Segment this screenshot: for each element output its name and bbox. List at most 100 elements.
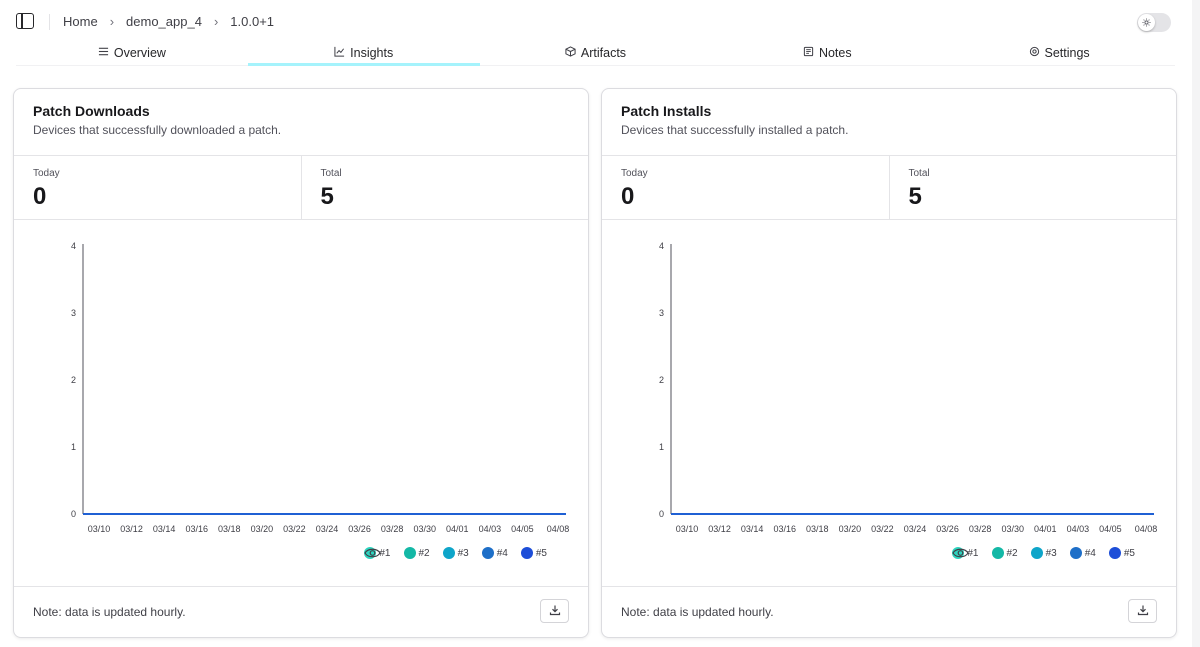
x-tick-label: 04/08 <box>1135 524 1158 534</box>
card-footer: Note: data is updated hourly. <box>14 587 588 637</box>
download-icon <box>1137 604 1149 619</box>
tab-label: Insights <box>350 45 394 60</box>
x-tick-label: 04/05 <box>1099 524 1122 534</box>
update-note: Note: data is updated hourly. <box>33 605 186 619</box>
x-tick-label: 03/20 <box>251 524 274 534</box>
stat-today: Today 0 <box>602 156 889 219</box>
stat-label: Today <box>33 168 60 179</box>
legend-swatch <box>1069 547 1082 559</box>
y-tick-label: 4 <box>71 241 76 251</box>
tab-label: Notes <box>818 45 852 60</box>
x-tick-label: 03/26 <box>936 524 959 534</box>
chart-plot: 0 1 2 3 4 03/10 03/12 03/14 03/16 03/18 03/20 03/22… <box>71 241 570 534</box>
y-tick-label: 2 <box>71 375 76 385</box>
tab-settings[interactable]: Settings <box>943 44 1175 65</box>
stat-value: 0 <box>621 183 635 210</box>
y-tick-label: 1 <box>71 442 76 452</box>
stat-label: Today <box>621 168 648 179</box>
chart-line-icon <box>334 46 345 60</box>
x-tick-label: 03/30 <box>1001 524 1024 534</box>
y-tick-label: 0 <box>71 509 76 519</box>
legend-swatch <box>1030 547 1043 559</box>
tab-label: Artifacts <box>580 45 627 60</box>
x-tick-label: 04/01 <box>1034 524 1057 534</box>
legend-item[interactable]: #2 <box>403 547 430 559</box>
legend-item[interactable]: #3 <box>1030 547 1057 559</box>
legend-label: #1 <box>379 547 391 559</box>
x-tick-label: 03/24 <box>316 524 339 534</box>
card-subtitle: Devices that successfully downloaded a p… <box>33 123 282 137</box>
stat-total: Total 5 <box>888 156 1177 219</box>
gear-icon <box>1029 46 1040 60</box>
legend-label: #5 <box>1123 547 1135 559</box>
download-button[interactable] <box>1128 599 1157 623</box>
legend-item[interactable]: #4 <box>481 547 508 559</box>
legend-item[interactable]: #3 <box>442 547 469 559</box>
legend-label: #3 <box>457 547 469 559</box>
notes-icon <box>803 46 814 60</box>
x-tick-label: 03/18 <box>806 524 829 534</box>
y-tick-label: 0 <box>659 509 664 519</box>
breadcrumb-home[interactable]: Home <box>63 14 98 29</box>
x-tick-label: 03/22 <box>283 524 306 534</box>
y-tick-label: 1 <box>659 442 664 452</box>
stat-value: 5 <box>908 183 922 210</box>
x-tick-label: 03/10 <box>676 524 699 534</box>
tab-insights[interactable]: Insights <box>247 44 480 66</box>
x-tick-label: 03/28 <box>381 524 404 534</box>
x-tick-label: 03/16 <box>185 524 208 534</box>
legend-swatch <box>520 547 533 559</box>
chart-legend: #1 #2 #3 #4 #5 <box>952 547 1152 559</box>
legend-label: #2 <box>418 547 430 559</box>
legend-swatch <box>403 547 416 559</box>
stat-label: Total <box>320 168 342 179</box>
x-tick-label: 04/01 <box>446 524 469 534</box>
legend-label: #1 <box>967 547 979 559</box>
legend-label: #3 <box>1045 547 1057 559</box>
chevron-right-icon: › <box>109 14 115 29</box>
legend-label: #4 <box>1084 547 1096 559</box>
legend-item[interactable]: #2 <box>991 547 1018 559</box>
download-button[interactable] <box>540 599 569 623</box>
patch-downloads-card: Patch Downloads Devices that successfull… <box>13 88 589 638</box>
x-tick-label: 04/03 <box>1067 524 1090 534</box>
tab-bar: Overview Insights Artifacts Notes Settin… <box>16 44 1175 66</box>
stat-label: Total <box>908 168 930 179</box>
breadcrumb-release[interactable]: 1.0.0+1 <box>230 14 275 29</box>
card-header: Patch Downloads Devices that successfull… <box>14 89 588 156</box>
tab-label: Settings <box>1044 45 1090 60</box>
stat-today: Today 0 <box>14 156 301 219</box>
page-scrollbar[interactable] <box>1192 0 1200 647</box>
legend-swatch <box>991 547 1004 559</box>
list-icon <box>98 46 109 60</box>
stats-row: Today 0 Total 5 <box>14 156 588 220</box>
theme-toggle[interactable] <box>1137 13 1171 32</box>
tab-notes[interactable]: Notes <box>711 44 943 65</box>
legend-swatch <box>442 547 455 559</box>
legend-item[interactable]: #4 <box>1069 547 1096 559</box>
line-chart: 0 1 2 3 4 03/10 03/12 03/14 03/16 03/18 03/20 03/22… <box>14 220 588 587</box>
x-tick-label: 03/26 <box>348 524 371 534</box>
x-tick-label: 03/30 <box>413 524 436 534</box>
y-tick-label: 3 <box>659 308 664 318</box>
y-tick-label: 2 <box>659 375 664 385</box>
patch-installs-card: Patch Installs Devices that successfully… <box>601 88 1177 638</box>
x-tick-label: 03/28 <box>969 524 992 534</box>
tab-overview[interactable]: Overview <box>16 44 248 65</box>
x-tick-label: 03/14 <box>741 524 764 534</box>
card-subtitle: Devices that successfully installed a pa… <box>621 123 849 137</box>
y-tick-label: 4 <box>659 241 664 251</box>
tab-artifacts[interactable]: Artifacts <box>480 44 712 65</box>
breadcrumb: Home › demo_app_4 › 1.0.0+1 <box>63 14 274 29</box>
x-tick-label: 04/03 <box>479 524 502 534</box>
legend-item[interactable]: #5 <box>520 547 547 559</box>
x-tick-label: 03/14 <box>153 524 176 534</box>
legend-label: #2 <box>1006 547 1018 559</box>
top-bar: Home › demo_app_4 › 1.0.0+1 <box>0 0 1200 44</box>
card-title: Patch Downloads <box>33 103 150 119</box>
breadcrumb-app[interactable]: demo_app_4 <box>126 14 202 29</box>
x-tick-label: 04/08 <box>547 524 570 534</box>
y-tick-label: 3 <box>71 308 76 318</box>
legend-item[interactable]: #5 <box>1108 547 1135 559</box>
sidebar-toggle-icon[interactable] <box>16 13 34 29</box>
